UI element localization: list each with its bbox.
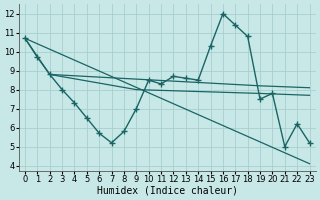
- X-axis label: Humidex (Indice chaleur): Humidex (Indice chaleur): [97, 186, 238, 196]
